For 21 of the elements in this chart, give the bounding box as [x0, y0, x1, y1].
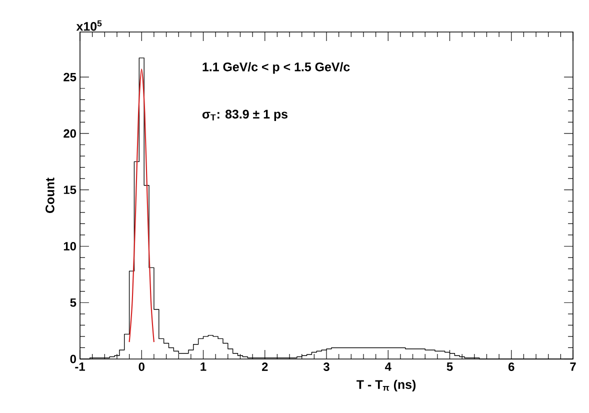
x-tick-label: 6	[508, 362, 514, 371]
x-axis-title: T - T$_{π}$ (ns)	[356, 380, 416, 392]
x-tick-label: 2	[262, 362, 268, 371]
y-tick-label: 10	[64, 242, 76, 250]
text: x10$^{5}$	[76, 20, 102, 31]
y-axis-title: Count	[46, 178, 54, 213]
line-series	[128, 68, 155, 343]
y-tick-label: 0	[70, 354, 76, 364]
x-tick-label: 1	[200, 362, 206, 371]
y-tick-label: 25	[64, 72, 76, 82]
x-tick-label: 3	[323, 362, 330, 372]
x-tick-label: 4	[384, 362, 392, 371]
x-tick-label: 7	[570, 362, 576, 371]
x-tick-label: -1	[75, 362, 85, 371]
annotation: 1.1 GeV/c < p < 1.5 GeV/c	[202, 62, 350, 74]
y-tick-label: 20	[64, 129, 76, 138]
annotation: σ$_{T}$: 83.9 ± 1 ps	[202, 110, 288, 122]
y-tick-label: 15	[64, 186, 76, 194]
x-tick-label: 0	[138, 362, 144, 371]
x-tick-label: 5	[446, 362, 453, 371]
y-tick-label: 5	[70, 298, 76, 307]
